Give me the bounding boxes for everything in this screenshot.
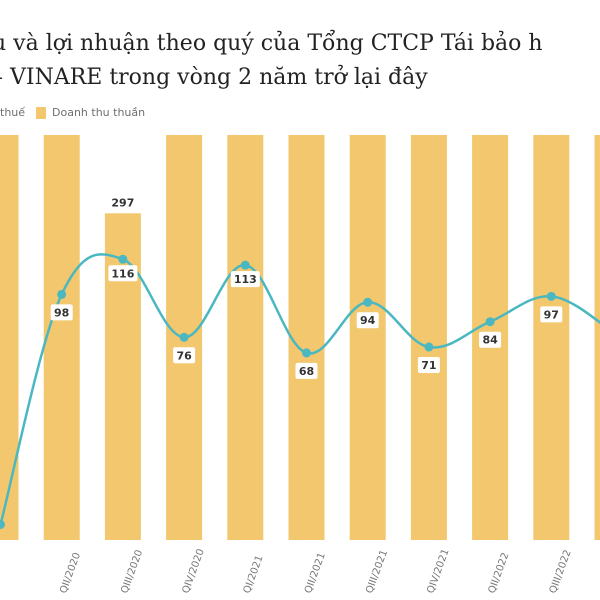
x-tick-8: QII/2022 bbox=[487, 551, 512, 595]
bar-label-2: 297 bbox=[111, 196, 134, 209]
point-label-bg-8 bbox=[479, 331, 502, 348]
point-label-bg-7 bbox=[417, 357, 440, 374]
point-label-bg-4 bbox=[230, 271, 260, 288]
chart-title-line-1: u và lợi nhuận theo quý của Tổng CTCP Tá… bbox=[0, 31, 543, 56]
legend-bar-label: Doanh thu thuần bbox=[52, 106, 146, 119]
point-label-7: 71 bbox=[421, 359, 436, 372]
point-label-1: 98 bbox=[54, 306, 69, 319]
bar-1 bbox=[43, 135, 80, 540]
point-label-4: 113 bbox=[234, 273, 257, 286]
legend-item-bar[interactable]: Doanh thu thuần bbox=[36, 106, 145, 119]
line-point-1 bbox=[57, 289, 67, 299]
point-label-bg-9 bbox=[540, 306, 563, 323]
point-label-bg-2 bbox=[108, 265, 138, 282]
point-label-5: 68 bbox=[299, 365, 314, 378]
line-point-2 bbox=[118, 254, 128, 264]
legend-item-line[interactable]: thuế bbox=[0, 106, 25, 119]
point-label-2: 116 bbox=[111, 267, 134, 280]
point-label-6: 94 bbox=[360, 314, 376, 327]
combo-chart: 3460297402389408391412391391981167611368… bbox=[0, 135, 600, 595]
bar-5 bbox=[288, 135, 325, 540]
chart-title-line-2: – VINARE trong vòng 2 năm trở lại đây bbox=[0, 65, 428, 90]
line-point-4 bbox=[240, 260, 250, 270]
x-tick-7: QIV/2021 bbox=[425, 548, 451, 595]
line-point-9 bbox=[546, 291, 556, 301]
point-label-bg-3 bbox=[173, 347, 196, 364]
x-tick-3: QIV/2020 bbox=[181, 548, 207, 595]
line-point-7 bbox=[424, 342, 434, 352]
point-label-bg-1 bbox=[50, 304, 73, 321]
bar-0 bbox=[0, 135, 19, 540]
legend-bar-swatch bbox=[36, 106, 46, 119]
bar-4 bbox=[227, 135, 264, 540]
x-tick-4: QI/2021 bbox=[242, 554, 266, 595]
point-label-bg-6 bbox=[356, 312, 379, 329]
bar-6 bbox=[349, 135, 386, 541]
line-point-6 bbox=[363, 297, 373, 307]
point-label-9: 97 bbox=[544, 308, 559, 321]
x-tick-1: QII/2020 bbox=[58, 551, 83, 595]
bar-7 bbox=[410, 135, 447, 541]
legend-line-label: thuế bbox=[0, 106, 26, 119]
line-point-0 bbox=[0, 520, 5, 529]
point-label-bg-5 bbox=[295, 362, 318, 379]
x-tick-2: QIII/2020 bbox=[119, 548, 145, 595]
bar-10 bbox=[594, 135, 600, 540]
x-tick-9: QIII/2022 bbox=[548, 548, 574, 595]
x-tick-5: QII/2021 bbox=[303, 551, 328, 595]
line-point-3 bbox=[179, 332, 189, 342]
chart-title: u và lợi nhuận theo quý của Tổng CTCP Tá… bbox=[0, 27, 600, 95]
line-point-5 bbox=[302, 348, 311, 358]
line-point-8 bbox=[485, 317, 495, 327]
point-label-3: 76 bbox=[176, 349, 192, 362]
x-tick-6: QIII/2021 bbox=[364, 548, 390, 595]
point-label-8: 84 bbox=[482, 334, 498, 347]
bar-9 bbox=[533, 135, 570, 541]
